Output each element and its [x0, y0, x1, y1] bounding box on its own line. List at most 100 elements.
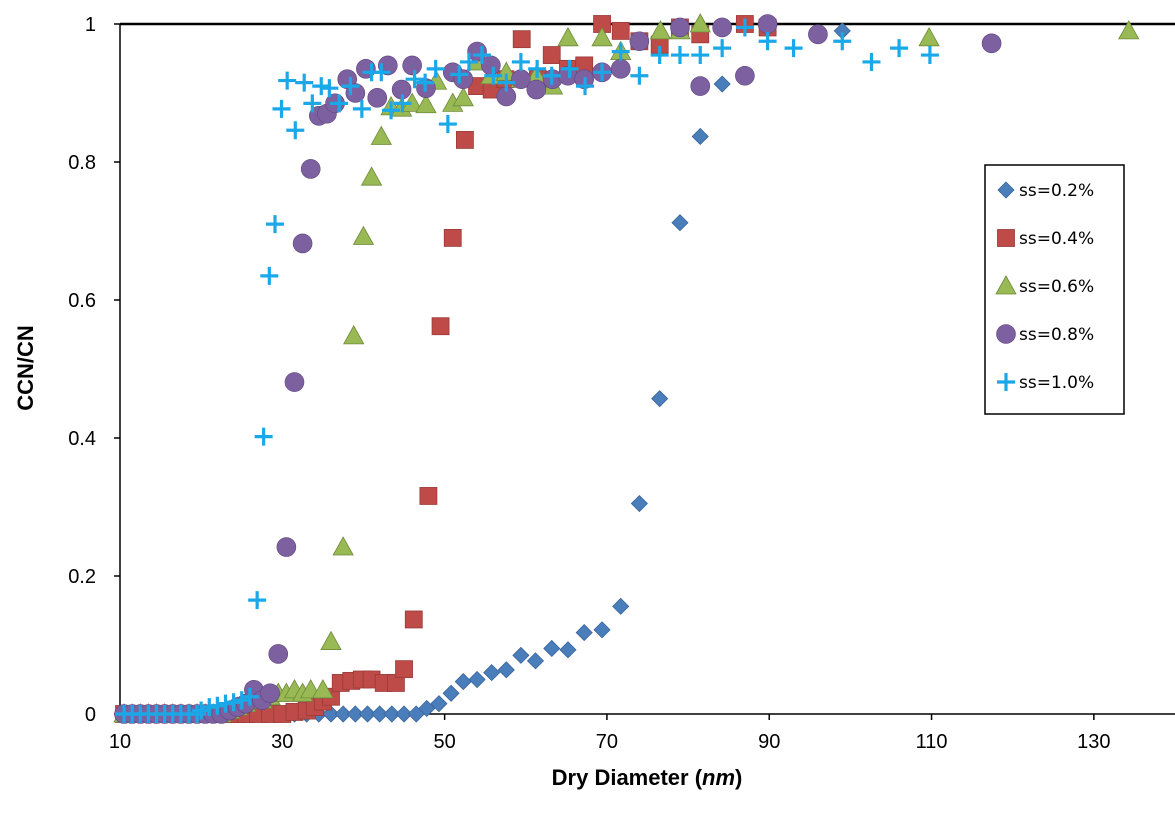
data-point: [920, 46, 939, 65]
data-point: [300, 159, 321, 179]
legend-marker-diamond: [997, 181, 1015, 199]
data-point: [330, 94, 349, 113]
data-point: [312, 77, 331, 96]
x-tick-label: 70: [596, 731, 618, 753]
data-point: [542, 46, 561, 64]
data-point: [691, 127, 709, 146]
data-point: [416, 73, 435, 92]
data-point: [443, 228, 462, 247]
data-point: [484, 66, 503, 85]
data-point: [352, 225, 375, 245]
x-tick-label: 110: [916, 731, 948, 753]
data-point: [557, 26, 579, 47]
data-point: [232, 691, 251, 710]
data-point: [360, 166, 383, 186]
series-circle: [114, 14, 1002, 724]
data-point: [512, 646, 530, 664]
data-point: [254, 427, 273, 446]
x-tick-label: 30: [271, 731, 293, 753]
data-point: [453, 69, 474, 89]
data-point: [371, 705, 389, 723]
data-point: [526, 79, 547, 100]
legend-marker-plus: [997, 373, 1015, 391]
legend-label: ss=1.0%: [1019, 373, 1094, 393]
data-point: [713, 75, 731, 93]
data-point: [758, 32, 777, 51]
data-point: [343, 325, 365, 345]
data-point: [575, 624, 593, 642]
data-point: [593, 621, 611, 639]
data-point: [272, 99, 291, 118]
data-point: [542, 66, 561, 85]
data-point: [240, 687, 259, 706]
data-point: [576, 77, 595, 96]
legend-marker-circle: [996, 324, 1016, 344]
data-point: [612, 597, 630, 615]
data-point: [372, 63, 391, 82]
x-tick-label: 130: [1077, 731, 1110, 753]
data-point: [454, 673, 472, 691]
data-point: [415, 93, 437, 114]
legend-label: ss=0.8%: [1019, 325, 1094, 345]
x-axis-title-close: ): [735, 765, 742, 790]
data-point: [208, 696, 227, 715]
y-axis-title: CCN/CN: [13, 325, 38, 411]
data-point: [367, 88, 388, 108]
data-point: [690, 76, 711, 96]
data-point: [735, 18, 754, 37]
data-point: [224, 693, 243, 712]
data-point: [670, 46, 689, 65]
data-point: [320, 79, 339, 98]
series-diamond: [115, 22, 851, 723]
data-point: [512, 30, 531, 49]
data-point: [295, 73, 314, 92]
data-point: [981, 33, 1002, 54]
data-point: [629, 31, 650, 52]
data-point: [528, 59, 547, 78]
data-point: [405, 70, 424, 89]
data-point: [670, 17, 690, 38]
data-point: [459, 52, 478, 71]
data-point: [1118, 20, 1140, 40]
data-point: [450, 65, 469, 84]
data-point: [395, 660, 413, 679]
data-point: [303, 94, 322, 113]
data-point: [862, 52, 881, 71]
data-point: [468, 670, 486, 689]
data-point: [691, 46, 710, 65]
y-tick-label: 1: [85, 14, 96, 36]
data-point: [442, 684, 460, 702]
data-point: [346, 705, 364, 723]
data-point: [890, 39, 909, 58]
data-point: [472, 46, 491, 65]
legend: ss=0.2% ss=0.4% ss=0.6% ss=0.8% ss=1.0%: [984, 164, 1125, 415]
data-point: [341, 77, 360, 96]
data-point: [511, 52, 530, 71]
data-point: [383, 705, 401, 723]
data-point: [784, 39, 803, 58]
data-point: [358, 705, 377, 723]
data-point: [418, 699, 436, 718]
data-point: [757, 14, 778, 34]
x-tick-label: 10: [109, 731, 131, 753]
data-point: [320, 630, 342, 650]
y-tick-label: 0.8: [68, 152, 96, 174]
data-point: [370, 125, 392, 145]
data-point: [452, 87, 474, 107]
legend-label: ss=0.6%: [1019, 277, 1094, 297]
data-point: [611, 42, 630, 61]
y-tick-label: 0.2: [68, 566, 96, 588]
data-point: [395, 705, 413, 723]
data-point: [276, 537, 297, 557]
data-point: [248, 591, 267, 610]
data-point: [188, 705, 207, 723]
data-point: [712, 17, 732, 38]
data-point: [431, 317, 450, 336]
data-point: [268, 644, 289, 664]
data-point: [260, 683, 280, 704]
data-point: [918, 26, 940, 47]
data-point: [650, 46, 669, 65]
data-point: [292, 233, 313, 254]
data-point: [382, 101, 401, 120]
